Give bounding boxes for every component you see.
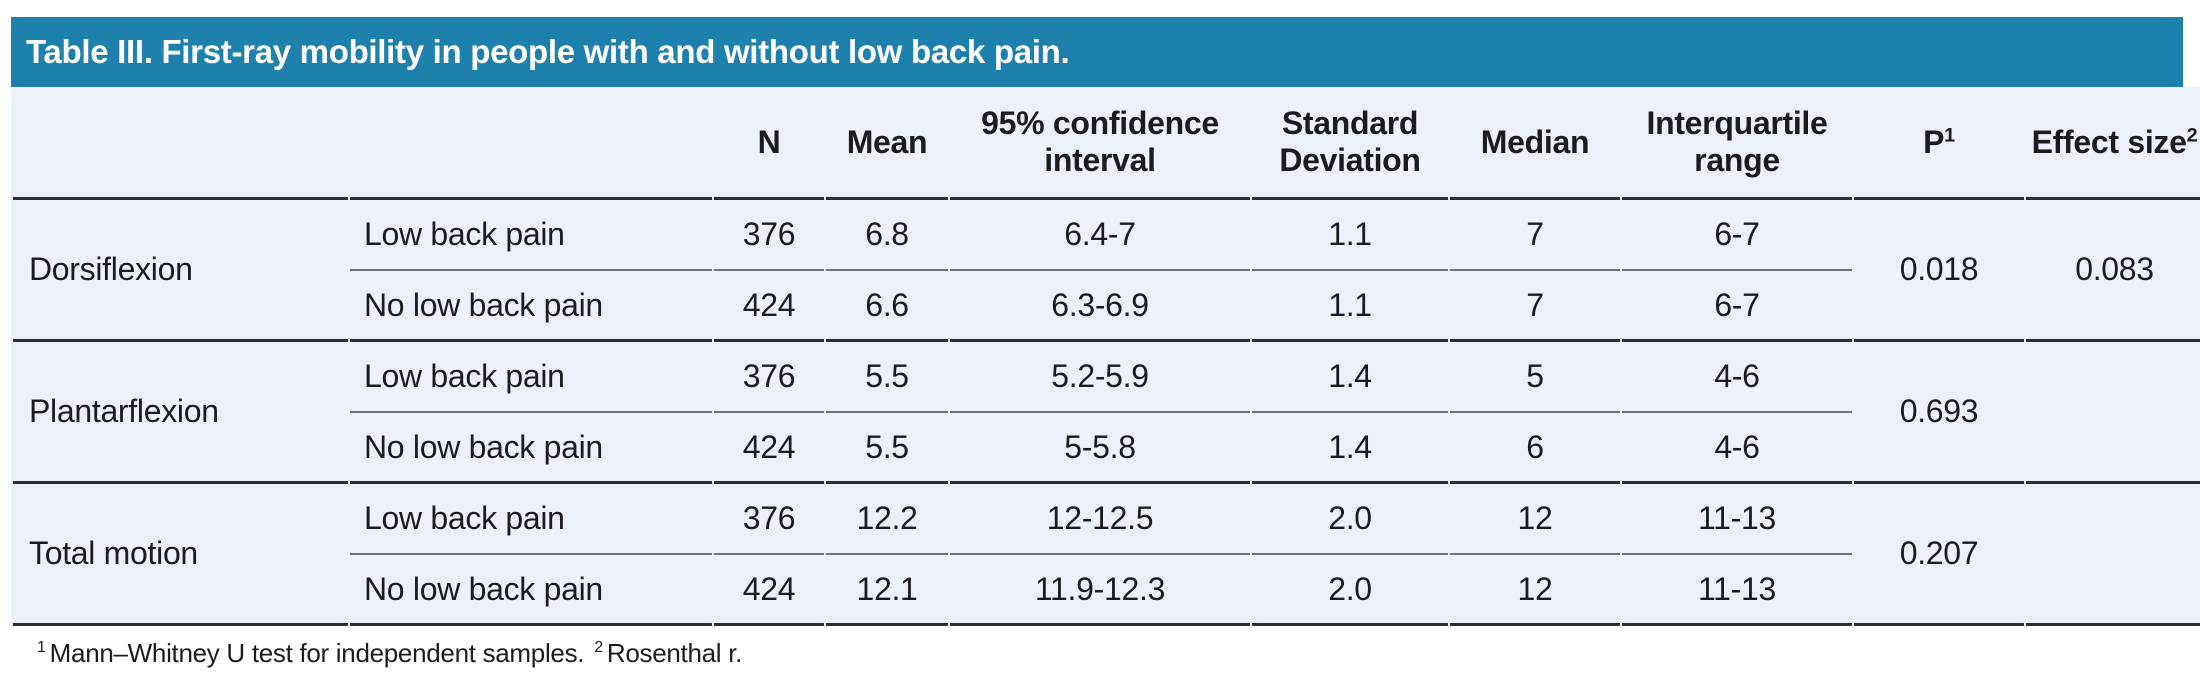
cell-condition: No low back pain (350, 555, 712, 626)
cell-p-value: 0.018 (1854, 200, 2024, 342)
cell-n: 424 (714, 413, 824, 484)
cell-p-value: 0.693 (1854, 342, 2024, 484)
column-header-median: Median (1450, 87, 1620, 200)
p-footnote-marker: 1 (1944, 123, 1955, 146)
cell-interquartile-range: 6-7 (1622, 200, 1852, 271)
cell-confidence-interval: 6.4-7 (950, 200, 1250, 271)
cell-standard-deviation: 1.4 (1252, 413, 1448, 484)
cell-condition: No low back pain (350, 413, 712, 484)
footnote-marker-2: 2 (594, 638, 603, 657)
table-figure: Table III. First-ray mobility in people … (11, 17, 2200, 669)
cell-condition: Low back pain (350, 484, 712, 555)
cell-confidence-interval: 12-12.5 (950, 484, 1250, 555)
cell-n: 376 (714, 200, 824, 271)
footnote-marker-1: 1 (37, 638, 46, 657)
cell-interquartile-range: 11-13 (1622, 484, 1852, 555)
cell-effect-size: 0.083 (2026, 200, 2200, 342)
table-row: No low back pain 424 12.1 11.9-12.3 2.0 … (13, 555, 2200, 626)
cell-interquartile-range: 4-6 (1622, 413, 1852, 484)
cell-condition: Low back pain (350, 342, 712, 413)
cell-interquartile-range: 6-7 (1622, 271, 1852, 342)
effect-size-footnote-marker: 2 (2186, 123, 2198, 146)
cell-standard-deviation: 2.0 (1252, 484, 1448, 555)
cell-confidence-interval: 5-5.8 (950, 413, 1250, 484)
cell-standard-deviation: 1.1 (1252, 271, 1448, 342)
cell-median: 12 (1450, 555, 1620, 626)
cell-mean: 12.2 (826, 484, 948, 555)
cell-n: 424 (714, 555, 824, 626)
cell-condition: No low back pain (350, 271, 712, 342)
cell-mean: 6.8 (826, 200, 948, 271)
cell-median: 7 (1450, 271, 1620, 342)
cell-median: 6 (1450, 413, 1620, 484)
cell-condition: Low back pain (350, 200, 712, 271)
footnote-text-2: Rosenthal r. (606, 638, 743, 668)
cell-confidence-interval: 11.9-12.3 (950, 555, 1250, 626)
cell-confidence-interval: 5.2-5.9 (950, 342, 1250, 413)
column-header-interquartile-range: Interquartile range (1622, 87, 1852, 200)
cell-n: 424 (714, 271, 824, 342)
table-row: Dorsiflexion Low back pain 376 6.8 6.4-7… (13, 200, 2200, 342)
cell-mean: 5.5 (826, 342, 948, 413)
cell-interquartile-range: 4-6 (1622, 342, 1852, 413)
cell-n: 376 (714, 342, 824, 413)
data-table: N Mean 95% confidence interval Standard … (11, 87, 2200, 626)
cell-median: 12 (1450, 484, 1620, 555)
column-header-n: N (714, 87, 824, 200)
table-title-bar: Table III. First-ray mobility in people … (11, 17, 2183, 87)
cell-p-value: 0.207 (1854, 484, 2024, 626)
table-row: No low back pain 424 5.5 5-5.8 1.4 6 4-6 (13, 413, 2200, 484)
row-group-label: Dorsiflexion (13, 200, 348, 342)
cell-mean: 12.1 (826, 555, 948, 626)
column-header-p: P1 (1854, 87, 2024, 200)
effect-size-label: Effect size (2031, 123, 2187, 160)
cell-median: 7 (1450, 200, 1620, 271)
cell-mean: 5.5 (826, 413, 948, 484)
table-row: Total motion Low back pain 376 12.2 12-1… (13, 484, 2200, 626)
cell-standard-deviation: 1.4 (1252, 342, 1448, 413)
row-group-label: Total motion (13, 484, 348, 626)
footnote: 1 Mann–Whitney U test for independent sam… (37, 638, 2183, 669)
cell-median: 5 (1450, 342, 1620, 413)
p-label: P (1923, 123, 1945, 160)
column-header-confidence-interval: 95% confidence interval (950, 87, 1250, 200)
header-row: N Mean 95% confidence interval Standard … (13, 87, 2200, 200)
cell-interquartile-range: 11-13 (1622, 555, 1852, 626)
cell-standard-deviation: 1.1 (1252, 200, 1448, 271)
cell-effect-size (2026, 484, 2200, 626)
column-header-standard-deviation: Standard Deviation (1252, 87, 1448, 200)
cell-n: 376 (714, 484, 824, 555)
cell-mean: 6.6 (826, 271, 948, 342)
table-row: No low back pain 424 6.6 6.3-6.9 1.1 7 6… (13, 271, 2200, 342)
table-title: Table III. First-ray mobility in people … (26, 33, 1070, 70)
footnote-text-1: Mann–Whitney U test for independent samp… (49, 638, 585, 668)
cell-standard-deviation: 2.0 (1252, 555, 1448, 626)
row-group-label: Plantarflexion (13, 342, 348, 484)
cell-confidence-interval: 6.3-6.9 (950, 271, 1250, 342)
cell-effect-size (2026, 342, 2200, 484)
column-header-group (350, 87, 712, 200)
column-header-effect-size: Effect size2 (2026, 87, 2200, 200)
column-header-variable (13, 87, 348, 200)
table-row: Plantarflexion Low back pain 376 5.5 5.2… (13, 342, 2200, 484)
column-header-mean: Mean (826, 87, 948, 200)
